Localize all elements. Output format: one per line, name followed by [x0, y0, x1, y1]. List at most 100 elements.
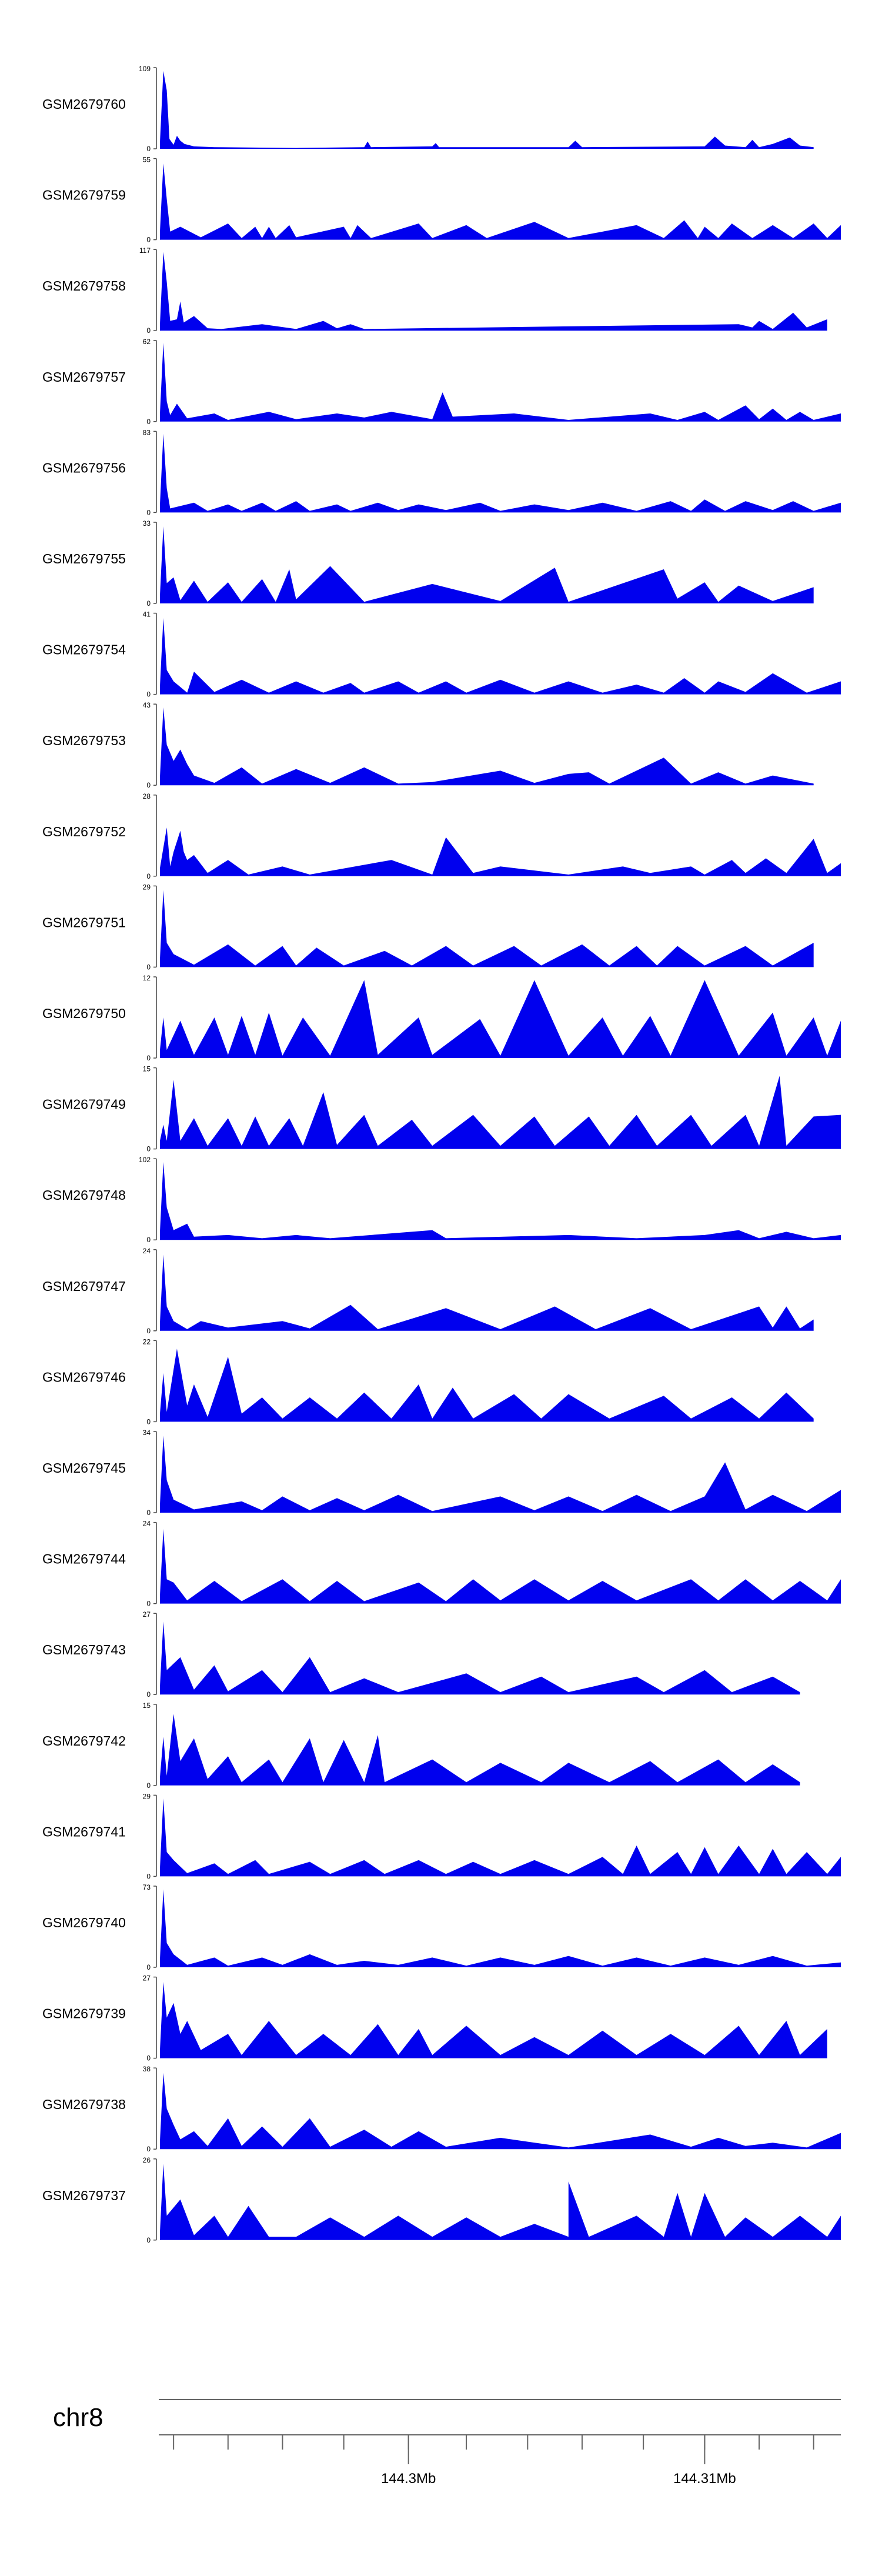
coverage-area — [160, 707, 814, 786]
axis-tick-label: 144.31Mb — [673, 2471, 736, 2487]
y-max-label: 41 — [143, 610, 151, 619]
y-max-label: 12 — [143, 974, 151, 982]
track-label: GSM2679755 — [42, 551, 126, 566]
track-GSM2679757: GSM2679757 62 0 — [42, 338, 841, 426]
y-min-label: 0 — [146, 1963, 151, 1971]
y-min-label: 0 — [146, 2054, 151, 2063]
y-min-label: 0 — [146, 145, 151, 153]
y-max-label: 117 — [139, 246, 151, 255]
track-label: GSM2679758 — [42, 278, 126, 293]
track-GSM2679744: GSM2679744 24 0 — [42, 1520, 841, 1608]
track-label: GSM2679751 — [42, 915, 126, 930]
track-GSM2679760: GSM2679760 109 0 — [42, 65, 814, 153]
track-label: GSM2679739 — [42, 2006, 126, 2021]
coverage-area — [160, 1889, 841, 1967]
coverage-area — [160, 618, 841, 695]
genome-axis: chr8 144.3Mb 144.31Mb — [53, 2399, 841, 2487]
track-GSM2679752: GSM2679752 28 0 — [42, 792, 841, 880]
track-GSM2679750: GSM2679750 12 0 — [42, 974, 841, 1062]
y-max-label: 55 — [143, 156, 151, 164]
coverage-area — [160, 890, 814, 967]
y-max-label: 27 — [143, 1974, 151, 1983]
track-label: GSM2679756 — [42, 460, 126, 475]
y-min-label: 0 — [146, 1781, 151, 1790]
y-max-label: 15 — [143, 1701, 151, 1710]
track-label: GSM2679754 — [42, 642, 126, 658]
track-GSM2679753: GSM2679753 43 0 — [42, 701, 814, 789]
y-min-label: 0 — [146, 872, 151, 880]
coverage-area — [160, 1435, 841, 1513]
y-min-label: 0 — [146, 690, 151, 699]
y-min-label: 0 — [146, 2145, 151, 2153]
coverage-area — [160, 1621, 800, 1695]
track-label: GSM2679743 — [42, 1642, 126, 1657]
coverage-area — [160, 1981, 827, 2058]
track-label: GSM2679737 — [42, 2188, 126, 2203]
track-label: GSM2679752 — [42, 824, 126, 839]
track-label: GSM2679749 — [42, 1097, 126, 1112]
coverage-area — [160, 1254, 814, 1331]
y-min-label: 0 — [146, 1145, 151, 1153]
track-label: GSM2679744 — [42, 1551, 126, 1567]
coverage-area — [160, 252, 827, 331]
coverage-area — [160, 1529, 841, 1604]
track-label: GSM2679759 — [42, 188, 126, 203]
track-GSM2679738: GSM2679738 38 0 — [42, 2065, 841, 2153]
track-label: GSM2679760 — [42, 96, 126, 112]
track-GSM2679746: GSM2679746 22 0 — [42, 1337, 814, 1426]
coverage-area — [160, 827, 841, 876]
y-max-label: 15 — [143, 1065, 151, 1073]
y-min-label: 0 — [146, 1054, 151, 1062]
y-min-label: 0 — [146, 1509, 151, 1517]
track-label: GSM2679740 — [42, 1915, 126, 1930]
track-GSM2679742: GSM2679742 15 0 — [42, 1701, 800, 1790]
y-max-label: 33 — [143, 519, 151, 528]
coverage-area — [160, 2073, 841, 2150]
y-max-label: 27 — [143, 1610, 151, 1619]
track-label: GSM2679753 — [42, 733, 126, 748]
coverage-area — [160, 1076, 841, 1149]
track-GSM2679751: GSM2679751 29 0 — [42, 883, 814, 971]
axis-tick-label: 144.3Mb — [381, 2471, 436, 2487]
track-label: GSM2679746 — [42, 1369, 126, 1384]
y-min-label: 0 — [146, 599, 151, 608]
track-label: GSM2679747 — [42, 1279, 126, 1294]
track-GSM2679754: GSM2679754 41 0 — [42, 610, 841, 699]
track-label: GSM2679738 — [42, 2097, 126, 2112]
coverage-area — [160, 526, 814, 603]
track-label: GSM2679742 — [42, 1733, 126, 1749]
coverage-area — [160, 1798, 841, 1877]
y-max-label: 22 — [143, 1337, 151, 1346]
y-max-label: 38 — [143, 2065, 151, 2073]
y-min-label: 0 — [146, 236, 151, 244]
track-GSM2679748: GSM2679748 102 0 — [42, 1156, 841, 1244]
track-GSM2679756: GSM2679756 83 0 — [42, 428, 841, 516]
y-max-label: 28 — [143, 792, 151, 800]
track-GSM2679740: GSM2679740 73 0 — [42, 1883, 841, 1971]
y-min-label: 0 — [146, 1417, 151, 1426]
y-min-label: 0 — [146, 1872, 151, 1880]
track-label: GSM2679748 — [42, 1187, 126, 1203]
track-GSM2679758: GSM2679758 117 0 — [42, 246, 827, 335]
y-min-label: 0 — [146, 1327, 151, 1335]
y-min-label: 0 — [146, 418, 151, 426]
track-label: GSM2679757 — [42, 369, 126, 385]
y-min-label: 0 — [146, 326, 151, 335]
coverage-area — [160, 980, 841, 1058]
track-GSM2679745: GSM2679745 34 0 — [42, 1429, 841, 1517]
y-max-label: 43 — [143, 701, 151, 709]
coverage-area — [160, 342, 841, 422]
y-max-label: 34 — [143, 1429, 151, 1437]
y-min-label: 0 — [146, 1690, 151, 1699]
y-max-label: 24 — [143, 1247, 151, 1255]
track-GSM2679739: GSM2679739 27 0 — [42, 1974, 827, 2063]
track-GSM2679749: GSM2679749 15 0 — [42, 1065, 841, 1153]
track-GSM2679743: GSM2679743 27 0 — [42, 1610, 800, 1699]
y-max-label: 102 — [139, 1156, 151, 1164]
track-label: GSM2679741 — [42, 1824, 126, 1839]
track-GSM2679755: GSM2679755 33 0 — [42, 519, 814, 608]
coverage-area — [160, 163, 841, 240]
y-min-label: 0 — [146, 2236, 151, 2244]
y-max-label: 73 — [143, 1883, 151, 1891]
